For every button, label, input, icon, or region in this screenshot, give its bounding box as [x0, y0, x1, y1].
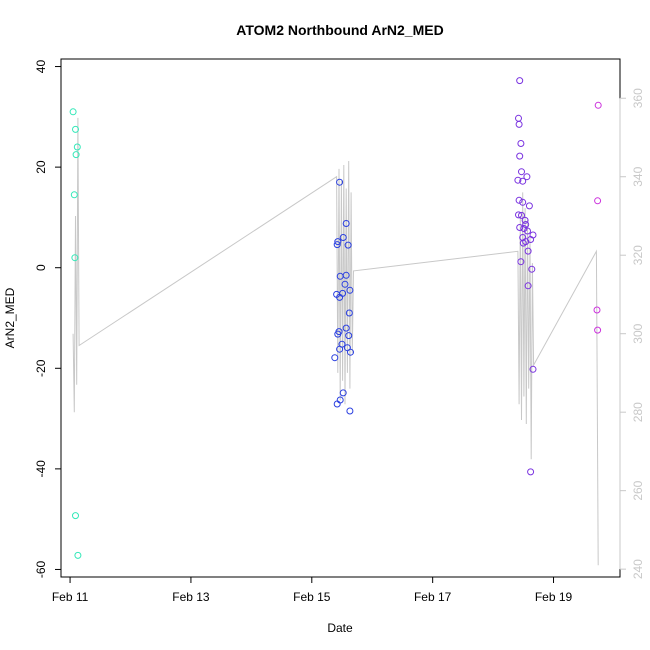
- y2-tick-label: 260: [631, 480, 645, 500]
- data-point-group-3: [528, 265, 536, 273]
- data-point-group-1: [72, 125, 79, 133]
- data-point-group-2: [339, 389, 347, 397]
- data-point-group-1: [69, 108, 77, 116]
- data-point-group-3: [524, 282, 532, 290]
- data-point-group-4: [594, 101, 602, 109]
- data-point-group-2: [333, 241, 341, 249]
- data-point-group-3: [516, 77, 524, 85]
- x-tick-label: Feb 15: [293, 590, 331, 604]
- data-point-group-3: [514, 176, 522, 184]
- y-tick-label: 20: [34, 160, 48, 174]
- y-axis-label: ArN2_MED: [3, 287, 17, 348]
- secondary-line-layer: [72, 117, 599, 566]
- y2-axis: 240 260 280 300 320 340 360: [619, 88, 645, 579]
- data-point-group-2: [334, 238, 342, 246]
- data-point-group-2: [339, 234, 347, 241]
- data-point-group-4: [593, 306, 601, 314]
- y-axis: 40 20 0 -20 -40 -60: [34, 60, 62, 578]
- data-point-group-3: [522, 221, 530, 228]
- data-point-group-3: [524, 227, 531, 235]
- y2-tick-label: 320: [631, 245, 645, 265]
- data-point-group-2: [346, 286, 354, 294]
- data-point-group-3: [527, 468, 535, 476]
- y-tick-label: -20: [34, 359, 48, 377]
- data-point-group-2: [339, 289, 347, 297]
- data-point-group-2: [345, 309, 353, 317]
- data-point-group-3: [515, 196, 523, 204]
- data-point-group-2: [331, 354, 339, 362]
- data-point-group-3: [518, 211, 525, 219]
- data-point-group-2: [342, 220, 350, 227]
- data-point-group-3: [517, 258, 525, 266]
- data-point-group-3: [519, 239, 527, 247]
- data-point-group-2: [344, 241, 352, 249]
- data-point-group-3: [529, 365, 537, 373]
- secondary-series-line: [72, 117, 599, 566]
- y-tick-label: 0: [34, 264, 48, 271]
- data-point-group-1: [71, 254, 79, 262]
- data-point-group-3: [525, 202, 533, 210]
- data-point-group-3: [518, 168, 525, 176]
- data-point-group-2: [333, 400, 341, 408]
- y2-tick-label: 280: [631, 402, 645, 422]
- data-point-group-3: [516, 224, 524, 231]
- x-tick-label: Feb 19: [535, 590, 573, 604]
- data-point-group-1: [72, 512, 79, 520]
- data-point-group-2: [336, 178, 344, 186]
- y-tick-label: -60: [34, 560, 48, 578]
- data-point-group-3: [527, 236, 535, 243]
- data-point-group-2: [346, 407, 354, 415]
- x-axis-label: Date: [327, 621, 353, 635]
- data-point-group-3: [521, 216, 529, 224]
- data-point-group-2: [342, 324, 350, 332]
- y2-tick-label: 300: [631, 323, 645, 343]
- data-point-group-2: [341, 280, 349, 288]
- x-tick-label: Feb 17: [414, 590, 452, 604]
- data-point-group-2: [345, 332, 353, 340]
- data-point-group-2: [336, 345, 344, 353]
- data-point-group-2: [342, 271, 350, 279]
- x-tick-label: Feb 11: [52, 590, 89, 604]
- y2-tick-label: 240: [631, 559, 645, 579]
- data-point-group-3: [517, 140, 525, 147]
- y-tick-label: 40: [34, 60, 48, 74]
- data-point-group-3: [519, 198, 527, 206]
- data-point-group-1: [72, 151, 80, 159]
- data-point-group-2: [347, 348, 354, 356]
- data-point-group-3: [524, 247, 532, 255]
- y-tick-label: -40: [34, 460, 48, 478]
- data-point-group-1: [74, 551, 82, 559]
- points-layer: [69, 77, 602, 559]
- chart-title: ATOM2 Northbound ArN2_MED: [236, 22, 443, 38]
- x-tick-label: Feb 13: [172, 590, 210, 604]
- data-point-group-4: [594, 326, 602, 334]
- data-point-group-3: [515, 120, 523, 128]
- x-axis: Feb 11 Feb 13 Feb 15 Feb 17 Feb 19: [52, 576, 573, 604]
- data-point-group-3: [516, 152, 524, 160]
- data-point-group-2: [334, 330, 342, 338]
- data-point-group-3: [523, 173, 531, 181]
- data-point-group-3: [515, 211, 522, 219]
- data-point-group-3: [519, 177, 527, 185]
- y2-tick-label: 340: [631, 166, 645, 186]
- y2-tick-label: 360: [631, 88, 645, 108]
- data-point-group-1: [73, 143, 81, 151]
- data-point-group-1: [70, 191, 78, 199]
- data-point-group-4: [594, 197, 602, 205]
